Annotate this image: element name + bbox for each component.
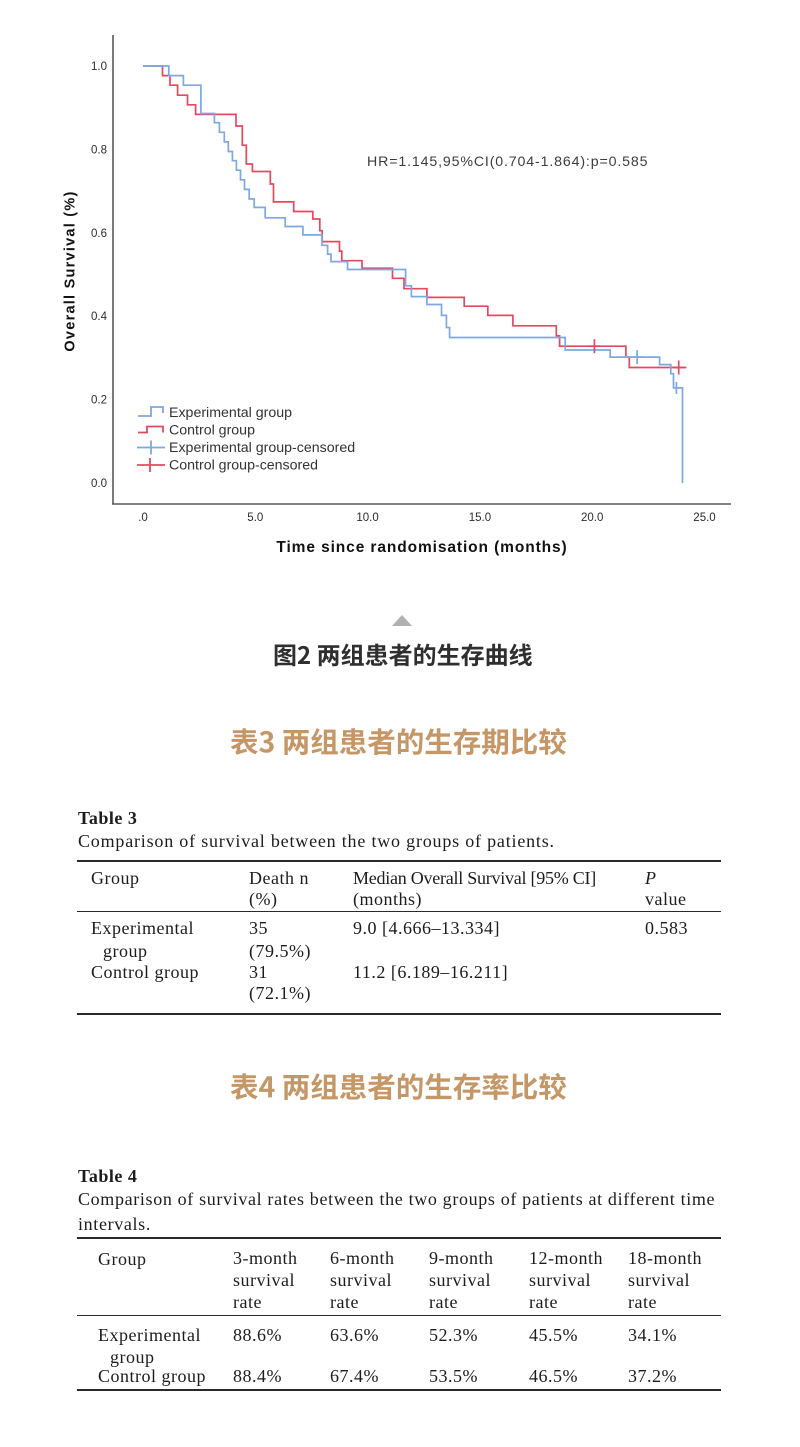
svg-text:Overall Survival (%): Overall Survival (%)	[63, 190, 79, 351]
svg-text:0.4: 0.4	[91, 311, 108, 323]
svg-text:20.0: 20.0	[581, 512, 603, 524]
svg-text:5.0: 5.0	[247, 512, 263, 524]
svg-text:Time since randomisation (mont: Time since randomisation (months)	[276, 539, 567, 556]
svg-text:0.8: 0.8	[91, 144, 107, 156]
svg-text:10.0: 10.0	[356, 512, 378, 524]
svg-text:0.2: 0.2	[91, 395, 107, 407]
svg-text:HR=1.145,95%CI(0.704-1.864):p=: HR=1.145,95%CI(0.704-1.864):p=0.585	[367, 154, 648, 170]
svg-text:.0: .0	[138, 512, 148, 524]
svg-text:Control group: Control group	[169, 423, 255, 439]
svg-text:1.0: 1.0	[91, 61, 107, 73]
svg-text:Experimental group-censored: Experimental group-censored	[169, 440, 355, 456]
svg-text:0.6: 0.6	[91, 228, 107, 240]
svg-text:25.0: 25.0	[693, 512, 715, 524]
svg-text:15.0: 15.0	[469, 512, 491, 524]
svg-text:Experimental group: Experimental group	[169, 405, 292, 421]
svg-text:0.0: 0.0	[91, 478, 107, 490]
svg-text:Control group-censored: Control group-censored	[169, 458, 318, 474]
